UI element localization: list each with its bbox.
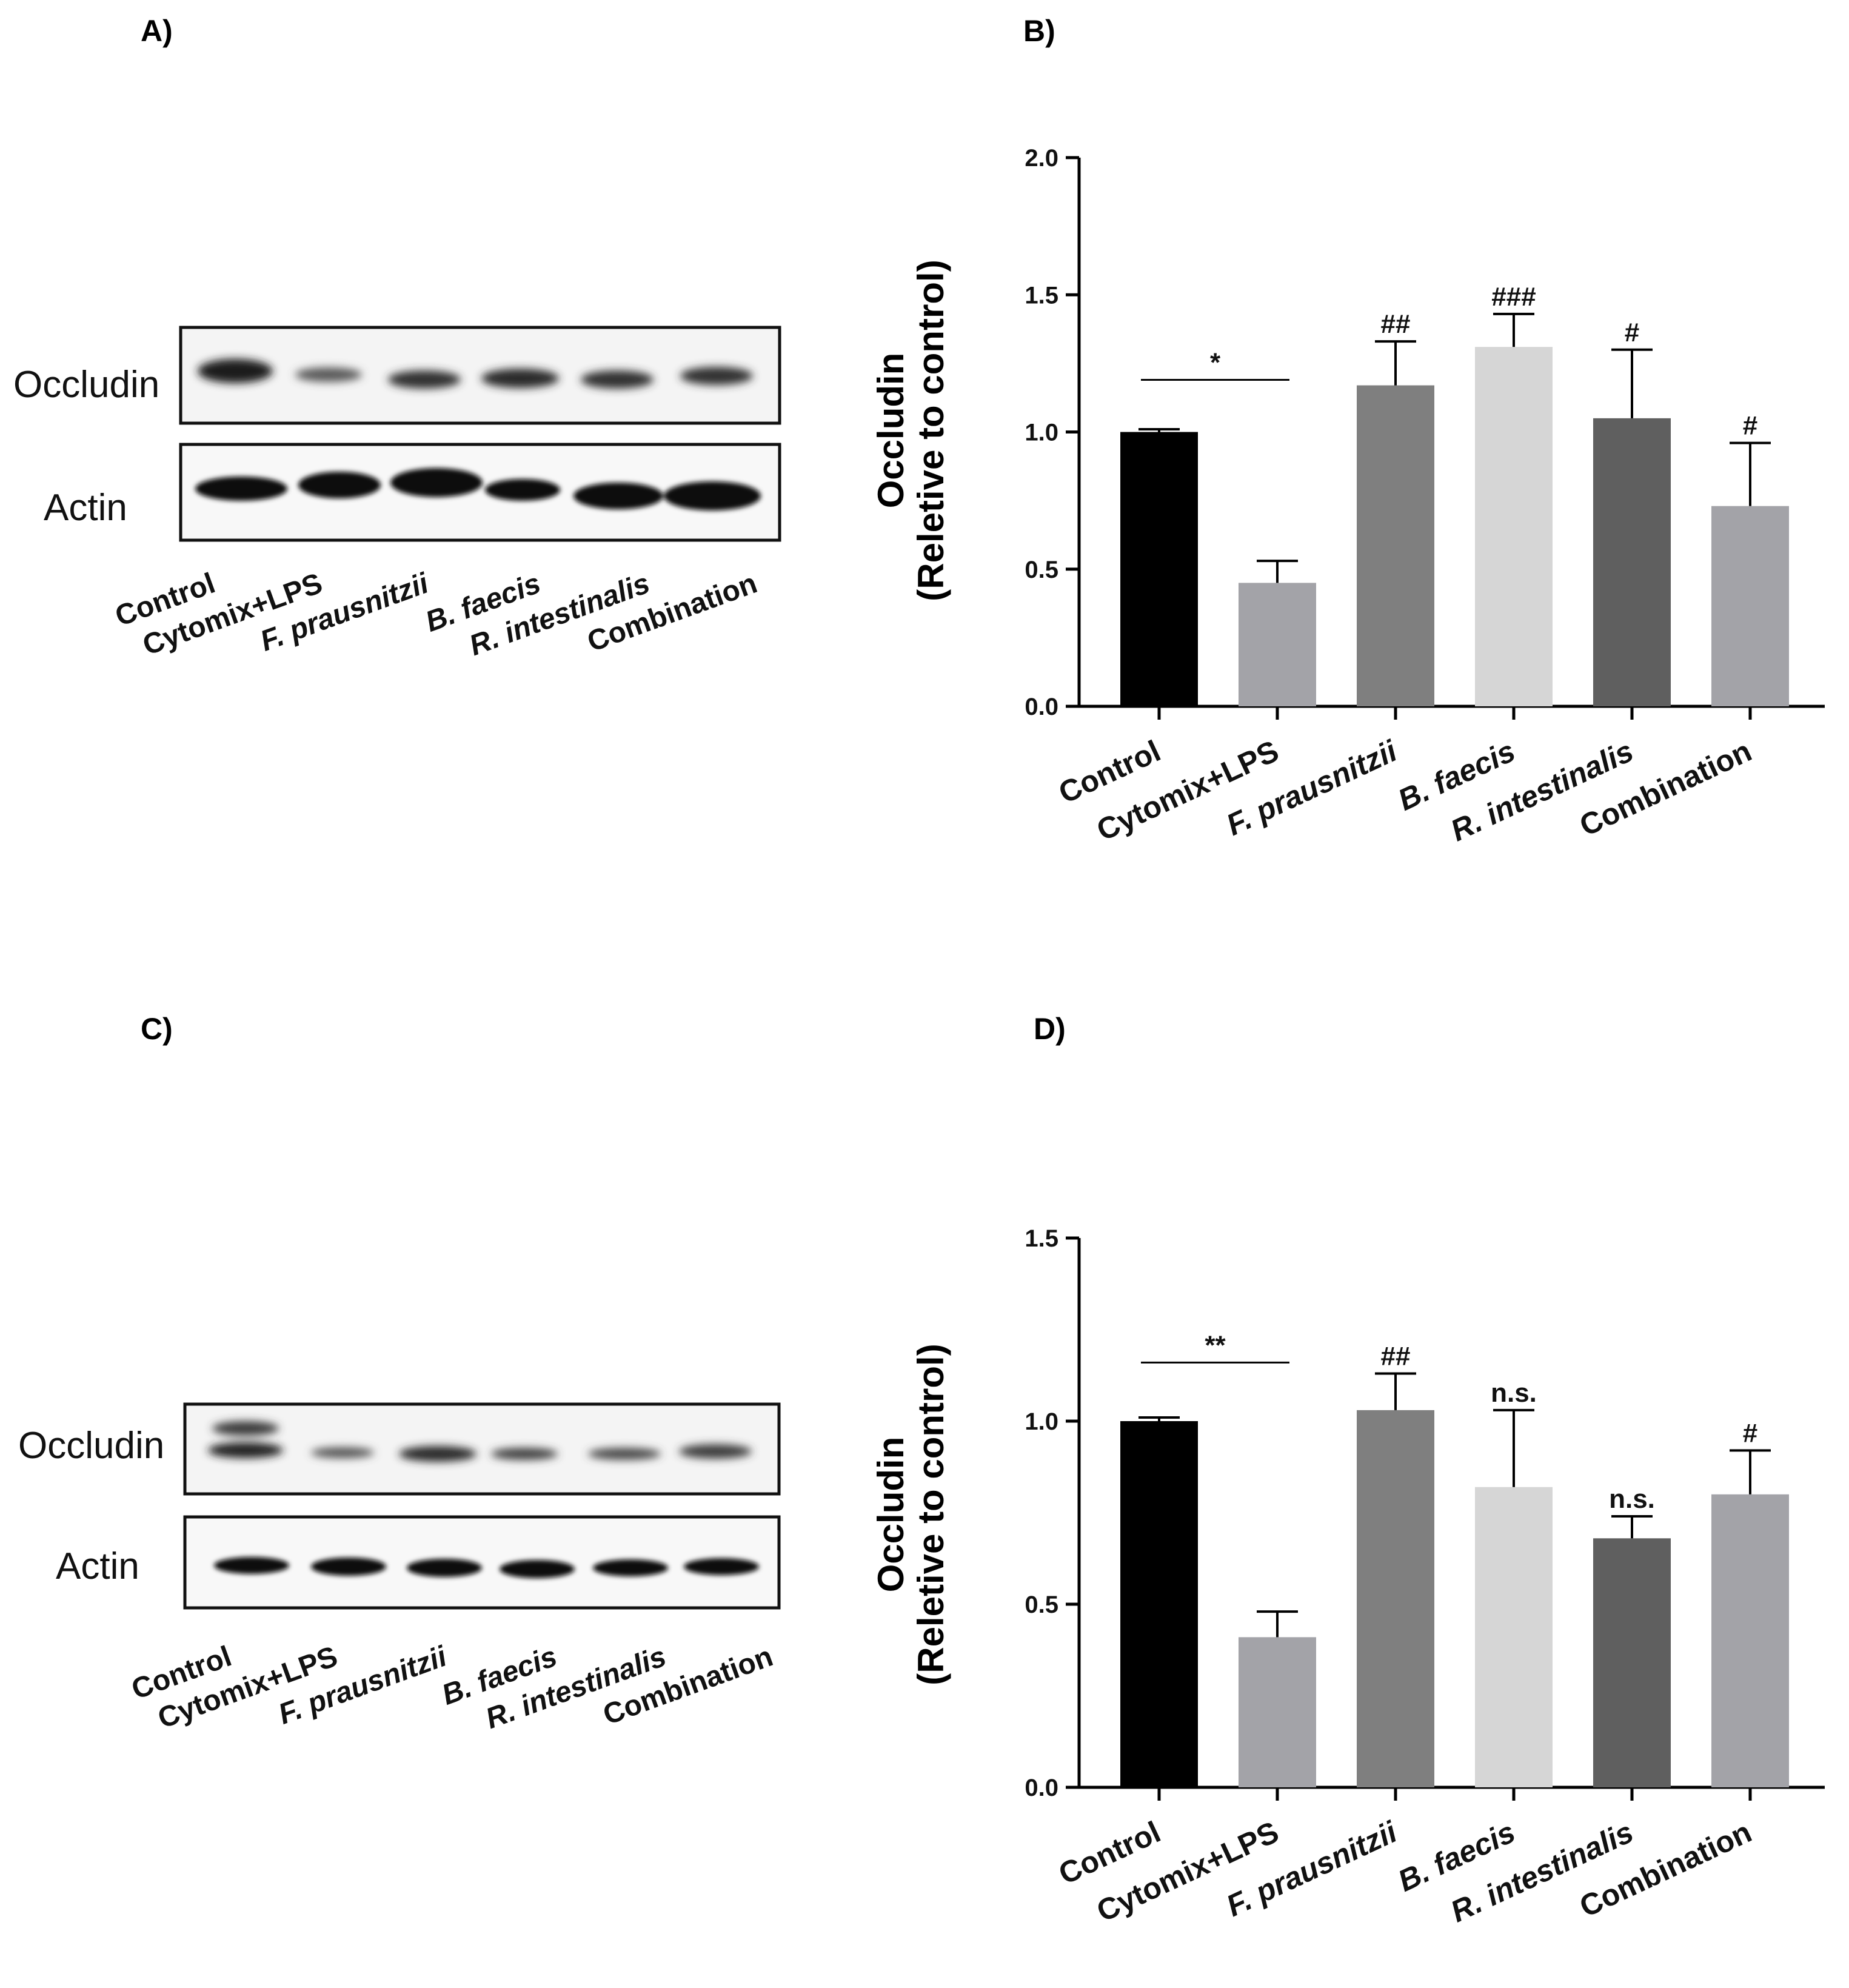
blot-a-occludin-band [481, 369, 559, 388]
blot-c-occludin-box [183, 1402, 781, 1496]
chart-b-y-tick-label: 2.0 [1025, 145, 1058, 172]
chart-b-y-label: Occludin [871, 353, 911, 509]
chart-d-bar [1711, 1494, 1789, 1787]
chart-b-significance-label: ### [1491, 282, 1536, 312]
chart-b-y-label: (Reletive to control) [911, 259, 951, 601]
chart-d-y-tick-label: 0.5 [1025, 1591, 1058, 1618]
blot-a-actin-band [485, 479, 560, 501]
chart-d-y-tick-label: 1.5 [1025, 1225, 1058, 1252]
panel-label-c: C) [141, 1012, 173, 1046]
chart-d-bar [1120, 1421, 1198, 1787]
chart-d-bar [1593, 1538, 1671, 1787]
panel-label-b: B) [1023, 14, 1055, 48]
blot-a-actin-label: Actin [44, 487, 127, 529]
blot-a-actin-band [573, 483, 663, 509]
chart-d-significance-label: # [1743, 1418, 1757, 1448]
blot-a-occludin-band [295, 367, 362, 382]
blot-a-occludin-label: Occludin [13, 364, 159, 406]
blot-c-actin-band [500, 1560, 575, 1578]
chart-b-bar [1120, 432, 1198, 706]
chart-b-bar [1357, 385, 1434, 706]
chart-d-bracket-label: ** [1205, 1330, 1226, 1360]
blot-a-actin-band [195, 477, 287, 501]
blot-c-actin-label: Actin [56, 1545, 139, 1587]
chart-d-bar [1357, 1410, 1434, 1787]
chart-d-bar [1475, 1487, 1553, 1787]
chart-d-significance-label: n.s. [1491, 1378, 1537, 1408]
chart-b-bar [1711, 506, 1789, 706]
blot-a-occludin-box [179, 326, 781, 425]
blot-c-occludin-band [208, 1442, 283, 1458]
blot-a-occludin-band [581, 370, 654, 389]
blot-c-actin-band [684, 1558, 759, 1575]
blot-c-actin-band [311, 1558, 386, 1576]
chart-d-y-label: (Reletive to control) [911, 1344, 951, 1685]
chart-d-y-tick-label: 1.0 [1025, 1408, 1058, 1435]
chart-d-y-tick-label: 0.0 [1025, 1775, 1058, 1801]
blot-c-occludin-band [311, 1447, 374, 1458]
panel-label-d: D) [1034, 1012, 1066, 1046]
blot-c-occludin-band [679, 1444, 752, 1459]
blot-c-actin-band [214, 1557, 289, 1574]
blot-c-occludin-label: Occludin [18, 1425, 164, 1467]
chart-d-significance-label: n.s. [1609, 1484, 1655, 1514]
chart-d-y-label: Occludin [871, 1437, 911, 1593]
chart-d-significance-label: ## [1381, 1341, 1411, 1371]
blot-a-actin-band [298, 472, 381, 498]
chart-b-y-tick-label: 0.0 [1025, 694, 1058, 720]
chart-b-y-tick-label: 1.0 [1025, 420, 1058, 446]
chart-b: 0.0 0.5 1.0 1.5 2.0 Occludin (Reletive to cont… [871, 145, 1825, 848]
chart-b-y-tick-label: 0.5 [1025, 557, 1058, 583]
chart-b-significance-label: # [1743, 411, 1757, 441]
chart-d: 0.0 0.5 1.0 1.5 Occludin (Reletive to control… [871, 1225, 1825, 1929]
chart-b-bracket-label: * [1210, 348, 1221, 378]
panel-label-a: A) [141, 14, 173, 48]
blot-c-actin-band [407, 1559, 482, 1577]
chart-b-bar [1593, 418, 1671, 706]
chart-b-bar [1475, 347, 1553, 706]
blot-c-occludin-band [588, 1448, 661, 1460]
chart-b-significance-label: # [1625, 318, 1639, 347]
blot-a-occludin-band [388, 370, 461, 389]
blot-a-occludin-band [680, 367, 753, 385]
blot-c-occludin-band [212, 1421, 279, 1436]
chart-d-bar [1239, 1637, 1316, 1787]
blot-a-actin-band [390, 468, 483, 497]
blot-c-actin-band [593, 1559, 668, 1576]
chart-b-significance-label: ## [1381, 309, 1411, 339]
blot-c-occludin-band [399, 1446, 476, 1462]
chart-b-y-tick-label: 1.5 [1025, 282, 1058, 309]
blot-a-actin-band [664, 481, 761, 510]
blot-a-occludin-band [198, 359, 273, 383]
chart-b-bar [1239, 583, 1316, 706]
blot-c-occludin-band [491, 1448, 558, 1460]
